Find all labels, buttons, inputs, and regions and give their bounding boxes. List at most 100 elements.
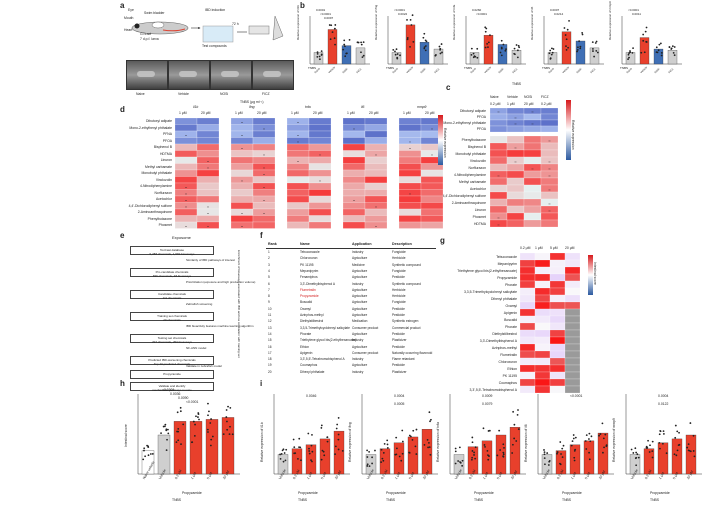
h-bar: [205, 419, 219, 475]
dot: [632, 452, 635, 454]
dot: [284, 459, 287, 462]
dot: [628, 52, 630, 55]
heat-cell: [420, 195, 444, 203]
heat-cell: [506, 184, 525, 193]
dot: [366, 463, 369, 466]
dot: [676, 449, 679, 452]
gut-segment: [137, 71, 155, 77]
heat-cell: [540, 113, 559, 121]
e-step-box: Validate and identify mechanistic pathwa…: [130, 382, 214, 392]
b-sig: 0.0260: [472, 8, 482, 12]
dot: [488, 429, 491, 432]
dot: [408, 434, 411, 437]
g-cell: [520, 301, 536, 310]
f-cell: 9: [268, 300, 270, 305]
i-tnbs: TNBS: [474, 498, 484, 502]
heat-cell: [420, 189, 444, 197]
dot: [602, 437, 605, 440]
dot: [573, 449, 576, 452]
f-cell: Oxamyl: [300, 306, 311, 311]
heat-cell: [175, 215, 198, 223]
dot: [427, 446, 429, 449]
b-ylabel: Relative expression of ifng: [374, 4, 378, 40]
dot: [560, 453, 562, 455]
heat-cell: [399, 215, 422, 223]
g-cell: [520, 280, 536, 289]
star: **: [241, 181, 243, 184]
c-row-label: Phenylbutazone: [461, 137, 486, 142]
c-row-label: Linuron: [474, 207, 486, 212]
dot: [423, 46, 426, 49]
heat-cell: [196, 137, 220, 145]
dot: [424, 49, 427, 52]
f-cell: Plasticizer: [392, 369, 407, 374]
dot: [499, 51, 502, 54]
g-colorbar: [588, 255, 593, 295]
dot: [571, 440, 574, 443]
g-cell: [534, 294, 551, 303]
dot: [423, 47, 426, 50]
f-cell: 10: [268, 306, 272, 311]
heat-cell: [364, 208, 388, 216]
dot: [454, 447, 457, 450]
heat-cell: [490, 156, 508, 165]
b-sig: 0.0007: [550, 8, 560, 12]
dot: [415, 428, 418, 431]
heat-cell: [308, 169, 332, 177]
g-cell: [564, 357, 581, 366]
heat-cell: [490, 113, 508, 121]
d-row-label: Bisphenol B: [153, 145, 172, 149]
label-eye: Eye: [128, 8, 134, 12]
dot: [605, 444, 608, 447]
f-cell: Naturally occurring flavonoid: [392, 350, 433, 355]
heat-cell: [231, 215, 254, 223]
heat-cell: [540, 191, 559, 200]
heat-cell: [490, 163, 508, 172]
b-ylabel: Relative expression of il6: [530, 6, 534, 40]
dot: [511, 452, 514, 454]
dot: [194, 423, 196, 426]
g-cell: [549, 364, 566, 373]
c-colorbar-label: Relative expression: [571, 120, 575, 150]
dot: [331, 31, 334, 34]
dot: [484, 26, 487, 29]
dot: [207, 414, 209, 417]
dot: [386, 443, 389, 446]
dot: [357, 41, 360, 44]
heat-cell: [490, 125, 508, 133]
heat-cell: [231, 169, 254, 177]
dot: [225, 416, 228, 418]
dot: [396, 56, 399, 59]
dot: [177, 430, 180, 433]
d-gene-header: il6: [361, 105, 365, 109]
bar: [639, 37, 650, 65]
f-cell: Agriculture: [352, 275, 368, 280]
dot: [629, 50, 631, 52]
h-bar: [189, 421, 203, 475]
dot: [308, 452, 311, 455]
heat-cell: [343, 163, 366, 171]
dot: [226, 420, 228, 423]
f-cell: 19: [268, 363, 272, 368]
dot: [585, 448, 588, 450]
dot: [502, 43, 505, 46]
dot: [484, 30, 487, 33]
d-colorbar-label: Relative expression: [443, 128, 447, 158]
dot: [406, 19, 408, 21]
star: **: [263, 187, 265, 190]
heat-cell: [540, 119, 559, 127]
f-cell: Medicine: [352, 262, 365, 267]
heat-cell: [540, 108, 559, 115]
dot: [206, 428, 209, 431]
heat-cell: [252, 221, 276, 229]
heat-cell: [231, 189, 254, 197]
panel-label-c: c: [446, 83, 451, 92]
star: **: [241, 148, 243, 151]
dot: [428, 446, 431, 449]
heat-cell: [420, 221, 444, 229]
heat-cell: [399, 169, 422, 177]
dot: [371, 456, 373, 459]
g-cell: [564, 280, 581, 289]
f-cell: Agriculture: [352, 331, 368, 336]
f-cell: Agriculture: [352, 287, 368, 292]
